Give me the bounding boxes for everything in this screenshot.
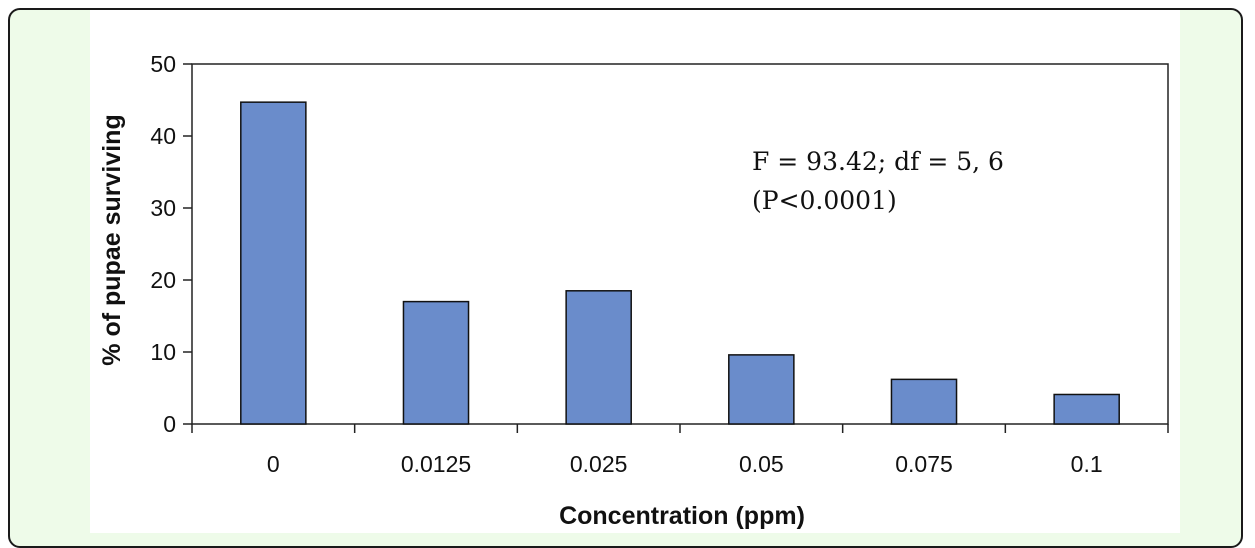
stats-annotation-line2: (P<0.0001)	[752, 186, 897, 215]
plot-area	[191, 63, 1169, 425]
x-tick-label: 0.05	[739, 451, 784, 477]
x-tick-label: 0.025	[570, 451, 628, 477]
x-axis-ticks: 0 0.0125 0.025 0.05 0.075 0.1	[191, 424, 1169, 477]
bars	[240, 101, 1120, 425]
x-tick-label: 0.0125	[401, 451, 471, 477]
y-tick-label: 50	[150, 51, 176, 77]
y-axis-ticks: 0 10 20 30 40 50	[150, 51, 192, 437]
y-tick-label: 30	[150, 195, 176, 221]
bar-0.025	[565, 290, 632, 425]
y-tick-label: 10	[150, 339, 176, 365]
y-tick-label: 0	[163, 411, 176, 437]
y-tick-label: 20	[150, 267, 176, 293]
x-tick-label: 0.075	[895, 451, 953, 477]
y-tick-label: 40	[150, 123, 176, 149]
y-axis-title: % of pupae surviving	[98, 114, 126, 365]
bar-0.0125	[402, 300, 470, 425]
bar-0	[240, 101, 307, 425]
plot-border	[191, 63, 1169, 425]
bar-0.05	[728, 354, 795, 425]
stats-annotation-line1: F = 93.42; df = 5, 6	[752, 147, 1004, 176]
x-tick-label: 0	[267, 451, 280, 477]
bar-chart: 0 10 20 30 40 50 0 0.0125 0.025 0.05 0.075 0.1 % o…	[98, 51, 1169, 530]
bar-0.1	[1053, 393, 1120, 425]
x-axis-title: Concentration (ppm)	[559, 502, 805, 530]
bar-0.075	[890, 378, 958, 425]
x-tick-label: 0.1	[1071, 451, 1103, 477]
